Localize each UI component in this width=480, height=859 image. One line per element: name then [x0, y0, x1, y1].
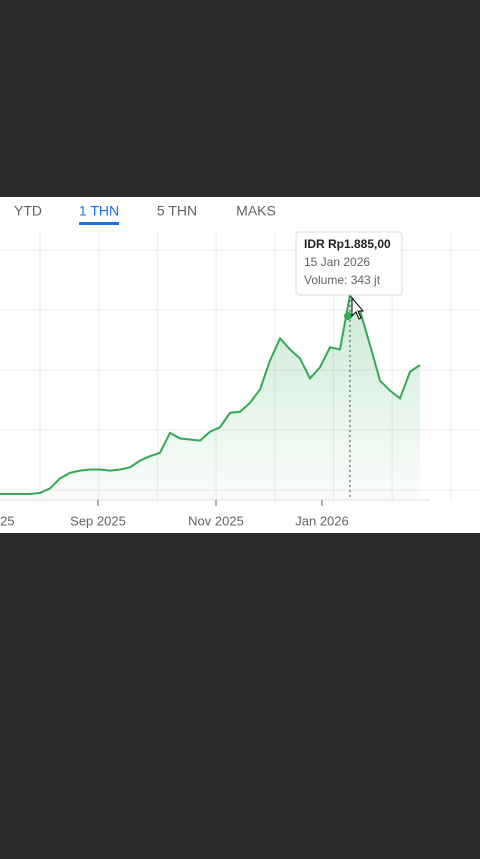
x-tick-label: Jan 2026	[295, 513, 349, 528]
tab-underline	[79, 222, 119, 225]
x-tick-label: Jul 2025	[0, 513, 15, 528]
tooltip	[295, 231, 403, 296]
tab[interactable]: MAKS	[236, 203, 276, 219]
cursor	[351, 296, 365, 320]
tab[interactable]: 5 THN	[157, 203, 197, 219]
tab[interactable]: YTD	[14, 203, 42, 219]
x-tick-label: Nov 2025	[188, 513, 244, 528]
x-tick-label: Sep 2025	[70, 513, 126, 528]
tooltip-price: IDR Rp1.885,00	[304, 237, 391, 251]
hover-point	[344, 312, 352, 320]
tab[interactable]: 1 THN	[79, 203, 119, 219]
area	[0, 295, 420, 500]
tooltip-date: 15 Jan 2026	[304, 255, 370, 269]
tooltip-volume: Volume: 343 jt	[304, 273, 381, 287]
